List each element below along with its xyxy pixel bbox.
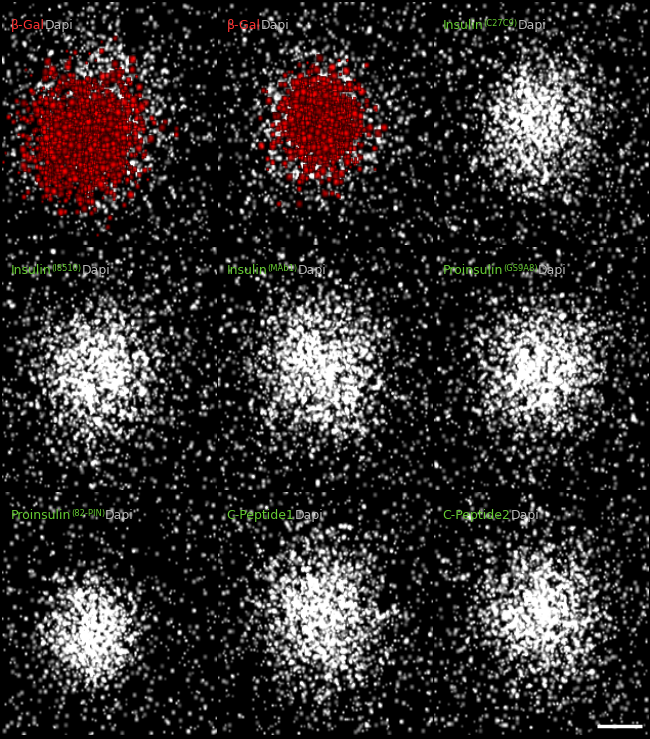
Text: Dapi: Dapi xyxy=(105,509,134,522)
Text: Dapi: Dapi xyxy=(517,19,546,33)
Text: C-Peptide1: C-Peptide1 xyxy=(227,509,294,522)
Text: Dapi: Dapi xyxy=(44,19,73,33)
Text: (I8510): (I8510) xyxy=(51,265,81,273)
Text: Insulin: Insulin xyxy=(227,265,267,277)
Text: Dapi: Dapi xyxy=(81,265,110,277)
Text: Insulin: Insulin xyxy=(10,265,51,277)
Text: Insulin: Insulin xyxy=(443,19,484,33)
Text: Proinsulin: Proinsulin xyxy=(443,265,503,277)
Text: C-Peptide2: C-Peptide2 xyxy=(443,509,510,522)
Text: (C27C9): (C27C9) xyxy=(484,19,517,28)
Text: (82-PIN): (82-PIN) xyxy=(71,509,105,519)
Text: (GS9A8): (GS9A8) xyxy=(503,265,538,273)
Text: Dapi: Dapi xyxy=(261,19,289,33)
Text: Proinsulin: Proinsulin xyxy=(10,509,71,522)
Text: (MAb1): (MAb1) xyxy=(267,265,298,273)
Text: Dapi: Dapi xyxy=(538,265,566,277)
Text: Dapi: Dapi xyxy=(294,509,323,522)
Text: Dapi: Dapi xyxy=(510,509,539,522)
Text: β-Gal: β-Gal xyxy=(10,19,44,33)
Text: β-Gal: β-Gal xyxy=(227,19,261,33)
Text: Dapi: Dapi xyxy=(298,265,326,277)
